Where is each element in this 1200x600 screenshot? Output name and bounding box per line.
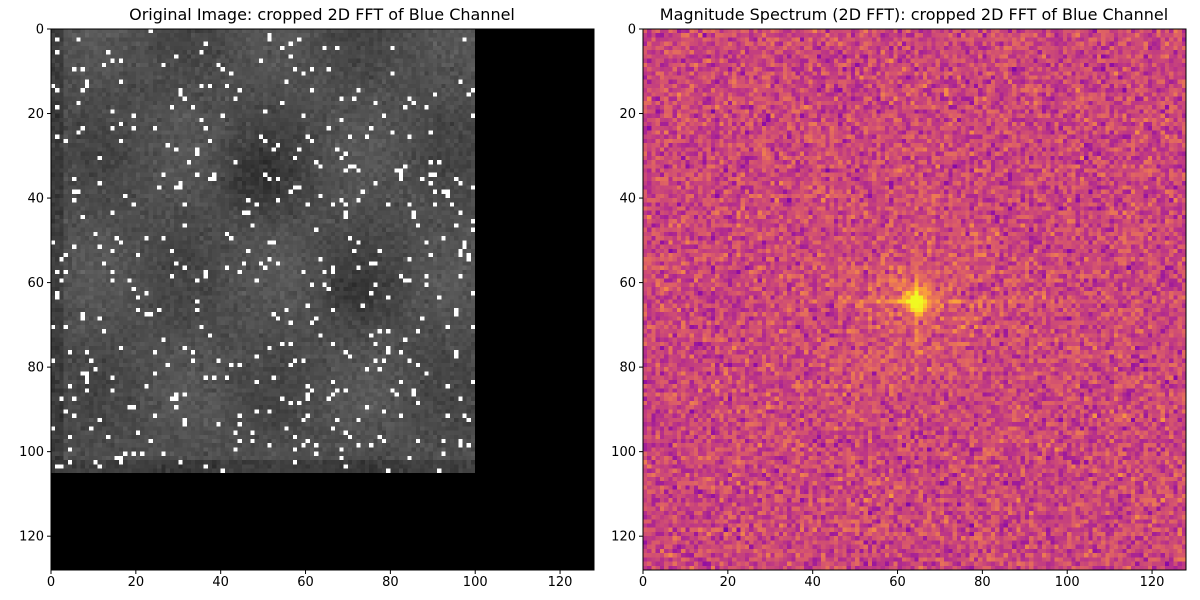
y-tick-label: 100: [19, 445, 44, 460]
x-tick-label: 40: [804, 575, 821, 590]
y-tick-label: 120: [611, 530, 636, 545]
panel-original-frame: [50, 28, 595, 571]
y-tick-label: 120: [19, 530, 44, 545]
x-tick-label: 0: [639, 575, 647, 590]
panel-original: Original Image: cropped 2D FFT of Blue C…: [19, 5, 595, 591]
y-tick-label: 40: [27, 192, 44, 207]
y-tick-label: 80: [27, 361, 44, 376]
x-tick-label: 40: [212, 575, 229, 590]
y-tick-label: 0: [628, 23, 636, 38]
spectrum-image-raster: [643, 29, 1186, 570]
y-tick-label: 60: [27, 276, 44, 291]
panel-spectrum: Magnitude Spectrum (2D FFT): cropped 2D …: [611, 5, 1187, 591]
y-tick-label: 0: [36, 23, 44, 38]
panel-spectrum-frame: [642, 28, 1187, 571]
x-tick-label: 20: [128, 575, 145, 590]
panel-spectrum-image: [643, 29, 1186, 570]
y-tick-label: 100: [611, 445, 636, 460]
x-tick-label: 100: [1055, 575, 1080, 590]
y-tick-label: 60: [619, 276, 636, 291]
panel-original-ticks: 0 20 40 60 80 100 120 0 20 40 60 80 100 120: [19, 23, 572, 591]
x-tick-label: 80: [974, 575, 991, 590]
x-tick-label: 120: [548, 575, 573, 590]
x-tick-label: 0: [47, 575, 55, 590]
panel-original-image: [51, 29, 594, 570]
x-tick-label: 60: [297, 575, 314, 590]
x-tick-label: 60: [889, 575, 906, 590]
panel-original-title: Original Image: cropped 2D FFT of Blue C…: [129, 5, 515, 24]
y-tick-label: 80: [619, 361, 636, 376]
x-tick-label: 120: [1140, 575, 1165, 590]
x-tick-label: 20: [720, 575, 737, 590]
original-image-raster: [51, 29, 594, 570]
y-tick-label: 20: [619, 107, 636, 122]
y-tick-label: 20: [27, 107, 44, 122]
x-tick-label: 80: [382, 575, 399, 590]
y-tick-label: 40: [619, 192, 636, 207]
panel-spectrum-ticks: 0 20 40 60 80 100 120 0 20 40 60 80 100 120: [611, 23, 1164, 591]
x-tick-label: 100: [463, 575, 488, 590]
panel-spectrum-title: Magnitude Spectrum (2D FFT): cropped 2D …: [660, 5, 1168, 24]
